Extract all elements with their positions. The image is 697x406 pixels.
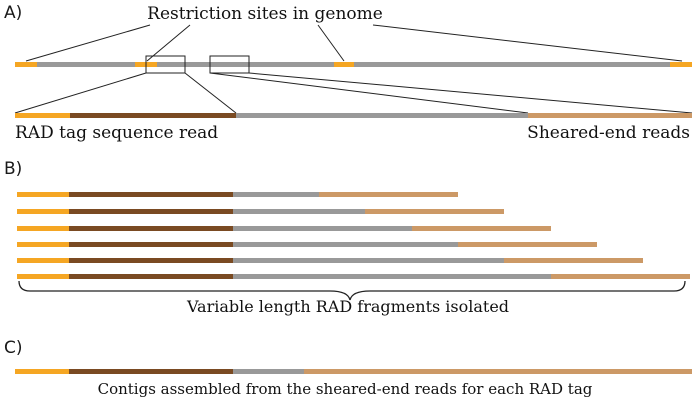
pointer-line-site-4 (372, 24, 683, 62)
sheared-read-segment (528, 113, 692, 118)
sheared-read-segment (319, 192, 458, 197)
genome-bar (15, 62, 692, 67)
fragment-4 (17, 242, 597, 247)
zoom-box-2 (209, 55, 250, 74)
sheared-read-segment (551, 274, 690, 279)
restriction-site-segment (17, 226, 69, 231)
rad-tag-read-segment (69, 226, 233, 231)
restriction-site-segment (17, 209, 69, 214)
fragment-5 (17, 258, 643, 263)
rad-tag-read-segment (69, 192, 233, 197)
zoom-line-1-right (184, 72, 237, 114)
restriction-site-segment (17, 192, 69, 197)
restriction-site-segment (17, 258, 69, 263)
rad-tag-read-segment (69, 242, 233, 247)
rad-tag-read-segment (69, 209, 233, 214)
sheared-read-segment (304, 369, 692, 374)
genome-segment (236, 113, 528, 118)
sheared-read-segment (458, 242, 597, 247)
rad-tag-read-segment (69, 274, 233, 279)
rad-tag-read-segment (69, 258, 233, 263)
variable-length-caption: Variable length RAD fragments isolated (186, 297, 509, 316)
sheared-read-segment (365, 209, 504, 214)
fragment-6 (17, 274, 690, 279)
genome-segment (233, 242, 458, 247)
restriction-sites-title: Restriction sites in genome (147, 4, 383, 24)
panel-c-label: C) (4, 338, 23, 358)
rad-tag-read-segment (70, 113, 236, 118)
zoom-line-2-right (248, 72, 693, 114)
zoom-line-2-left (209, 72, 529, 114)
restriction-site-segment (15, 113, 70, 118)
restriction-site-1 (15, 62, 37, 67)
fragment-2 (17, 209, 504, 214)
restriction-site-segment (17, 242, 69, 247)
sheared-end-label: Sheared-end reads (527, 123, 690, 143)
rad-tag-label: RAD tag sequence read (15, 123, 218, 143)
contig-bar (15, 369, 692, 374)
sheared-read-segment (412, 226, 551, 231)
pointer-line-site-3 (317, 24, 345, 62)
sheared-read-segment (504, 258, 643, 263)
panel-a-label: A) (4, 3, 22, 23)
fragment-1 (17, 192, 458, 197)
genome-segment (233, 258, 504, 263)
genome-segment (233, 226, 412, 231)
restriction-site-4 (670, 62, 692, 67)
fragments-brace (18, 280, 686, 301)
pointer-line-site-2 (146, 24, 191, 62)
genome-segment (233, 274, 551, 279)
fragment-3 (17, 226, 551, 231)
zoomed-read-bar (15, 113, 692, 118)
zoom-box-1 (145, 55, 186, 74)
pointer-line-site-1 (25, 24, 151, 62)
contigs-caption: Contigs assembled from the sheared-end r… (98, 380, 593, 398)
rad-tag-read-segment (69, 369, 233, 374)
genome-segment (233, 209, 365, 214)
genome-segment (233, 369, 304, 374)
restriction-site-segment (17, 274, 69, 279)
zoom-line-1-left (14, 72, 147, 114)
genome-segment (233, 192, 319, 197)
restriction-site-3 (334, 62, 354, 67)
restriction-site-segment (15, 369, 69, 374)
panel-b-label: B) (4, 159, 22, 179)
